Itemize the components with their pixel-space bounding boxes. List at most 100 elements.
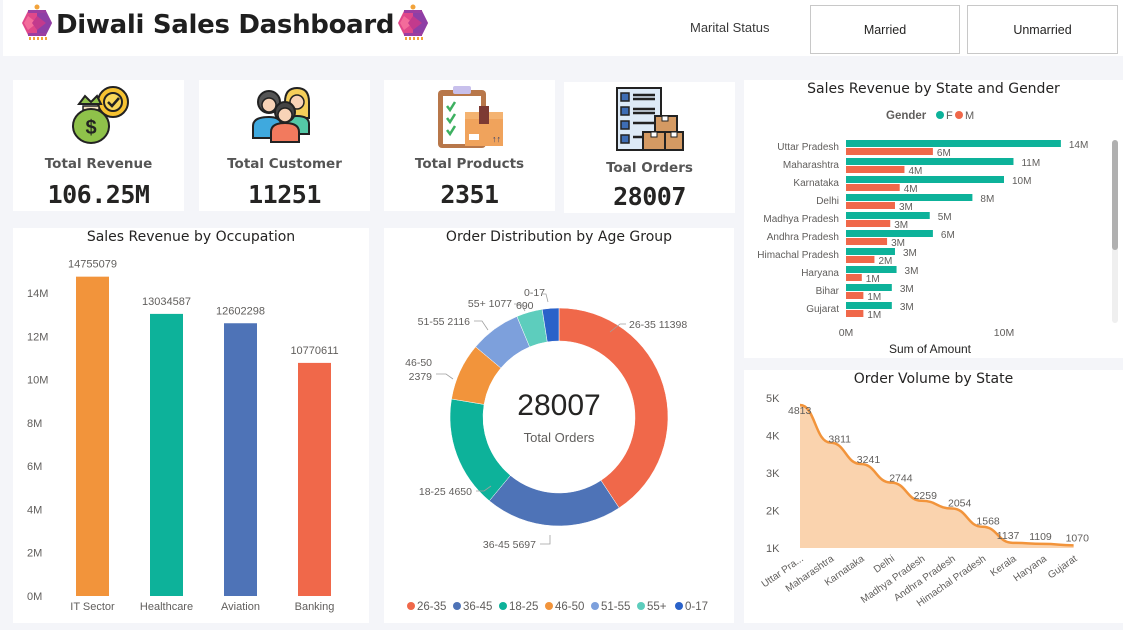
kpi-label: Total Products [414, 156, 525, 172]
x-tick-label: 10M [994, 327, 1014, 339]
y-category-label: Andhra Pradesh [767, 232, 839, 243]
legend-marker [453, 602, 461, 610]
donut-slice-0-17 [541, 307, 560, 343]
leader-line [436, 373, 454, 380]
title-group: Diwali Sales Dashboard [20, 4, 430, 45]
bar-male [846, 220, 891, 227]
y-category-label: Madhya Pradesh [763, 214, 839, 225]
occupation-chart-panel: Sales Revenue by Occupation 0M 2M 4M 6M 8M 10… [13, 228, 369, 623]
donut-center-label: Total Orders [524, 430, 595, 445]
data-label-male: 1M [867, 310, 881, 321]
y-tick-label: 14M [27, 288, 48, 300]
svg-text:$: $ [85, 117, 96, 139]
data-label: 1070 [1066, 532, 1090, 544]
donut-slice-36-45 [488, 475, 620, 527]
clipboard-box-icon: ↑↑ [435, 84, 505, 152]
data-label: 3811 [828, 434, 851, 446]
y-category-label: Uttar Pradesh [777, 142, 839, 153]
leader-line [476, 485, 492, 492]
bar-male [846, 238, 888, 245]
data-label-female: 3M [900, 302, 914, 313]
bar-it-sector [76, 276, 109, 596]
y-tick-label: 2M [27, 548, 42, 560]
kpi-value: 106.25M [47, 180, 150, 209]
customers-group-icon [249, 82, 321, 148]
money-bag-icon: $ [65, 84, 133, 150]
legend-label: 46-50 [555, 601, 584, 613]
kpi-value: 2351 [440, 180, 499, 209]
y-tick-label: 10M [27, 375, 48, 387]
chart-scrollbar-thumb[interactable] [1112, 140, 1118, 250]
leader-line [541, 293, 549, 303]
bar-female [846, 230, 933, 237]
kpi-label: Total Revenue [44, 156, 153, 172]
leader-line [540, 535, 551, 545]
legend-marker [675, 602, 683, 610]
slice-data-label: 46-50 [405, 357, 432, 369]
slice-data-label: 36-45 5697 [483, 539, 536, 551]
donut-slice-26-35 [558, 307, 669, 509]
legend-marker [407, 602, 415, 610]
legend-label: 51-55 [601, 601, 630, 613]
data-label: 1568 [976, 516, 1000, 528]
data-label: 1137 [997, 530, 1020, 542]
data-label: 2744 [889, 473, 913, 485]
y-category-label: Haryana [801, 268, 839, 279]
kpi-label: Toal Orders [606, 160, 693, 176]
y-tick-label: 2K [766, 506, 780, 518]
married-slicer-button[interactable]: Married [810, 5, 960, 54]
y-category-label: Himachal Pradesh [757, 250, 839, 261]
slice-data-label: 2379 [409, 371, 433, 383]
data-label: 12602298 [216, 305, 265, 317]
bar-female [846, 302, 892, 309]
kpi-value: 11251 [248, 180, 321, 209]
y-tick-label: 6M [27, 461, 42, 473]
bar-female [846, 194, 973, 201]
y-tick-label: 8M [27, 418, 42, 430]
unmarried-slicer-button[interactable]: Unmarried [967, 5, 1118, 54]
x-tick-label: Healthcare [140, 601, 193, 613]
bar-female [846, 284, 892, 291]
x-tick-label: Aviation [221, 601, 260, 613]
marital-status-label: Marital Status [690, 20, 770, 35]
order-volume-panel: Order Volume by State 1K 2K 3K 4K 5K 4813 Utta… [744, 370, 1123, 623]
legend-marker [955, 111, 963, 119]
x-tick-label: IT Sector [70, 601, 115, 613]
y-tick-label: 4M [27, 504, 42, 516]
data-label: 10770611 [290, 345, 338, 357]
slice-data-label: 55+ 1077 [468, 298, 512, 310]
bar-male [846, 184, 900, 191]
y-tick-label: 3K [766, 468, 780, 480]
x-tick-label: Gujarat [1046, 553, 1079, 581]
bar-male [846, 274, 862, 281]
slice-data-label: 690 [516, 300, 534, 312]
legend-label: M [965, 110, 974, 122]
data-label-male: 3M [891, 238, 905, 249]
bar-female [846, 266, 897, 273]
slice-data-label: 51-55 2116 [418, 316, 471, 328]
area-fill [800, 405, 1074, 548]
data-label-male: 1M [866, 274, 880, 285]
area-line [799, 403, 1074, 547]
legend-marker [499, 602, 507, 610]
slice-data-label: 0-17 [524, 287, 545, 299]
y-category-label: Gujarat [806, 304, 839, 315]
bar-female [846, 140, 1061, 147]
occupation-bar-chart: 0M 2M 4M 6M 8M 10M 12M 14M 14755079 IT Sector 1303… [27, 259, 339, 613]
y-tick-label: 5K [766, 393, 780, 405]
data-label: 13034587 [142, 296, 191, 308]
data-label-male: 3M [894, 220, 908, 231]
svg-text:↑↑: ↑↑ [492, 134, 501, 144]
legend-label: 55+ [647, 601, 667, 613]
data-label: 4813 [788, 405, 812, 417]
data-label: 3241 [857, 454, 881, 466]
data-label-female: 8M [980, 194, 994, 205]
legend-label: 36-45 [463, 601, 492, 613]
slice-data-label: 18-25 4650 [419, 486, 472, 498]
y-tick-label: 0M [27, 591, 42, 603]
data-label-female: 10M [1012, 176, 1031, 187]
x-tick-label: Banking [295, 601, 335, 613]
y-tick-label: 1K [766, 543, 780, 555]
bar-male [846, 202, 895, 209]
